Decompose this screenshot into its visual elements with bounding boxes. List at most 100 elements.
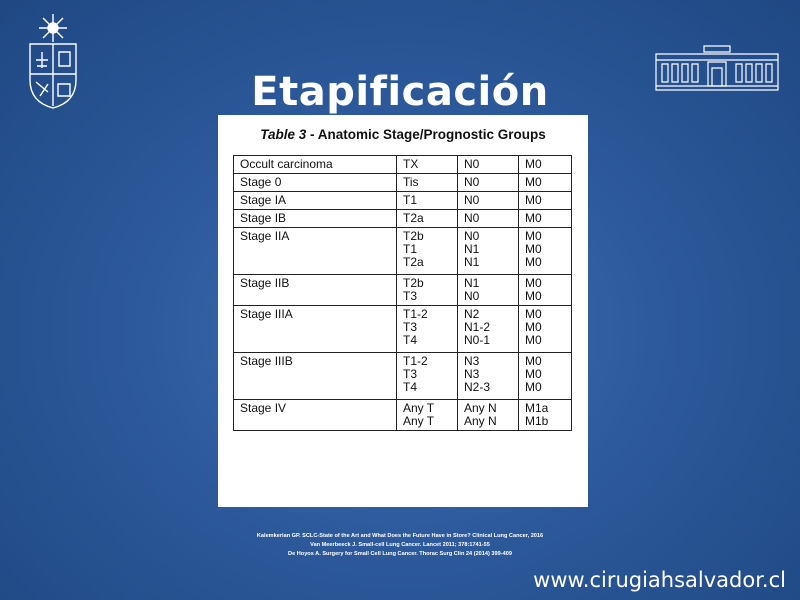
stage-cell: Stage IIIB (233, 352, 397, 400)
table-caption-text: - Anatomic Stage/Prognostic Groups (306, 127, 546, 142)
n-cell-line: N1-2 (464, 320, 491, 334)
t-cell-line: T1 (403, 193, 418, 207)
m-cell-line: M0 (525, 380, 542, 394)
university-coat-of-arms-icon (29, 14, 77, 109)
m-cell-line: M0 (525, 367, 542, 381)
n-cell-line: N1 (464, 242, 480, 256)
t-cell-line: T2a (403, 211, 424, 225)
n-cell-line: N0 (464, 175, 480, 189)
m-cell: M1a M1b (518, 399, 572, 431)
t-cell: Any T Any T (396, 399, 458, 431)
references: Kalemkerian GP. SCLC-State of the Art an… (0, 532, 800, 559)
stage-cell: Stage 0 (233, 173, 397, 192)
stage-cell: Stage IA (233, 191, 397, 210)
t-cell-line: T4 (403, 333, 418, 347)
t-cell-line: T4 (403, 380, 418, 394)
t-cell: T1-2 T3 T4 (396, 352, 458, 400)
n-cell: N1 N0 (457, 274, 519, 306)
t-cell-line: T1-2 (403, 354, 428, 368)
t-cell: T2b T1 T2a (396, 227, 458, 275)
n-cell: N0 N1 N1 (457, 227, 519, 275)
m-cell: M0 M0 M0 (518, 305, 572, 353)
n-cell-line: N2-3 (464, 380, 491, 394)
n-cell-line: N3 (464, 367, 480, 381)
website-url: www.cirugiahsalvador.cl (533, 568, 786, 592)
t-cell-line: Tis (403, 175, 419, 189)
slide-title: Etapificación (251, 68, 549, 115)
table-row: Occult carcinoma TX N0 M0 (233, 155, 572, 174)
table-row: Stage IIIA T1-2 T3 T4 N2 N1-2 N0-1 M0 M0 M0 (233, 305, 572, 353)
table-caption: Table 3 - Anatomic Stage/Prognostic Grou… (218, 127, 588, 142)
n-cell: N2 N1-2 N0-1 (457, 305, 519, 353)
t-cell-line: T3 (403, 320, 418, 334)
staging-table: Occult carcinoma TX N0 M0 Stage 0 Tis N0 M0 Stag… (233, 155, 572, 431)
table-row: Stage IB T2a N0 M0 (233, 209, 572, 228)
m-cell: M0 M0 M0 (518, 227, 572, 275)
n-cell-line: Any N (464, 401, 497, 415)
table-caption-number: Table 3 (260, 127, 307, 142)
reference-3: De Hoyos A. Surgery for Small Cell Lung … (288, 551, 512, 557)
table-row: Stage IIB T2b T3 N1 N0 M0 M0 (233, 274, 572, 306)
n-cell: N3 N3 N2-3 (457, 352, 519, 400)
n-cell: Any N Any N (457, 399, 519, 431)
n-cell-line: N0 (464, 211, 480, 225)
stage-cell: Stage IV (233, 399, 397, 431)
hospital-building-icon (655, 45, 779, 91)
reference-2: Van Meerbeeck J. Small-cell Lung Cancer.… (310, 542, 490, 548)
m-cell: M0 (518, 155, 572, 174)
m-cell-line: M0 (525, 255, 542, 269)
m-cell: M0 M0 (518, 274, 572, 306)
m-cell-line: M0 (525, 333, 542, 347)
n-cell: N0 (457, 173, 519, 192)
t-cell-line: Any T (403, 414, 435, 428)
n-cell: N0 (457, 209, 519, 228)
m-cell-line: M0 (525, 211, 542, 225)
n-cell-line: Any N (464, 414, 497, 428)
n-cell: N0 (457, 191, 519, 210)
m-cell: M0 (518, 209, 572, 228)
staging-table-card: Table 3 - Anatomic Stage/Prognostic Grou… (218, 115, 588, 507)
t-cell-line: T3 (403, 289, 418, 303)
m-cell-line: M0 (525, 307, 542, 321)
m-cell-line: M0 (525, 175, 542, 189)
stage-cell: Stage IIIA (233, 305, 397, 353)
n-cell-line: N3 (464, 354, 480, 368)
t-cell: T2b T3 (396, 274, 458, 306)
table-row: Stage 0 Tis N0 M0 (233, 173, 572, 192)
m-cell-line: M0 (525, 320, 542, 334)
n-cell-line: N0 (464, 229, 480, 243)
t-cell: T2a (396, 209, 458, 228)
m-cell: M0 M0 M0 (518, 352, 572, 400)
n-cell-line: N0 (464, 193, 480, 207)
stage-cell: Stage IIA (233, 227, 397, 275)
m-cell-line: M1a (525, 401, 549, 415)
m-cell: M0 (518, 173, 572, 192)
table-row: Stage IIA T2b T1 T2a N0 N1 N1 M0 M0 M0 (233, 227, 572, 275)
stage-cell: Occult carcinoma (233, 155, 397, 174)
t-cell: TX (396, 155, 458, 174)
t-cell-line: T2b (403, 276, 424, 290)
m-cell-line: M0 (525, 157, 542, 171)
m-cell-line: M1b (525, 414, 549, 428)
n-cell: N0 (457, 155, 519, 174)
m-cell-line: M0 (525, 289, 542, 303)
m-cell-line: M0 (525, 242, 542, 256)
t-cell-line: T1-2 (403, 307, 428, 321)
t-cell: T1-2 T3 T4 (396, 305, 458, 353)
n-cell-line: N1 (464, 276, 480, 290)
n-cell-line: N1 (464, 255, 480, 269)
t-cell-line: T2a (403, 255, 424, 269)
t-cell-line: T1 (403, 242, 418, 256)
n-cell-line: N0 (464, 157, 480, 171)
m-cell: M0 (518, 191, 572, 210)
reference-1: Kalemkerian GP. SCLC-State of the Art an… (256, 533, 544, 539)
m-cell-line: M0 (525, 354, 542, 368)
stage-cell: Stage IB (233, 209, 397, 228)
n-cell-line: N0 (464, 289, 480, 303)
t-cell: Tis (396, 173, 458, 192)
m-cell-line: M0 (525, 229, 542, 243)
n-cell-line: N0-1 (464, 333, 491, 347)
table-row: Stage IIIB T1-2 T3 T4 N3 N3 N2-3 M0 M0 M0 (233, 352, 572, 400)
t-cell-line: TX (403, 157, 419, 171)
table-row: Stage IA T1 N0 M0 (233, 191, 572, 210)
